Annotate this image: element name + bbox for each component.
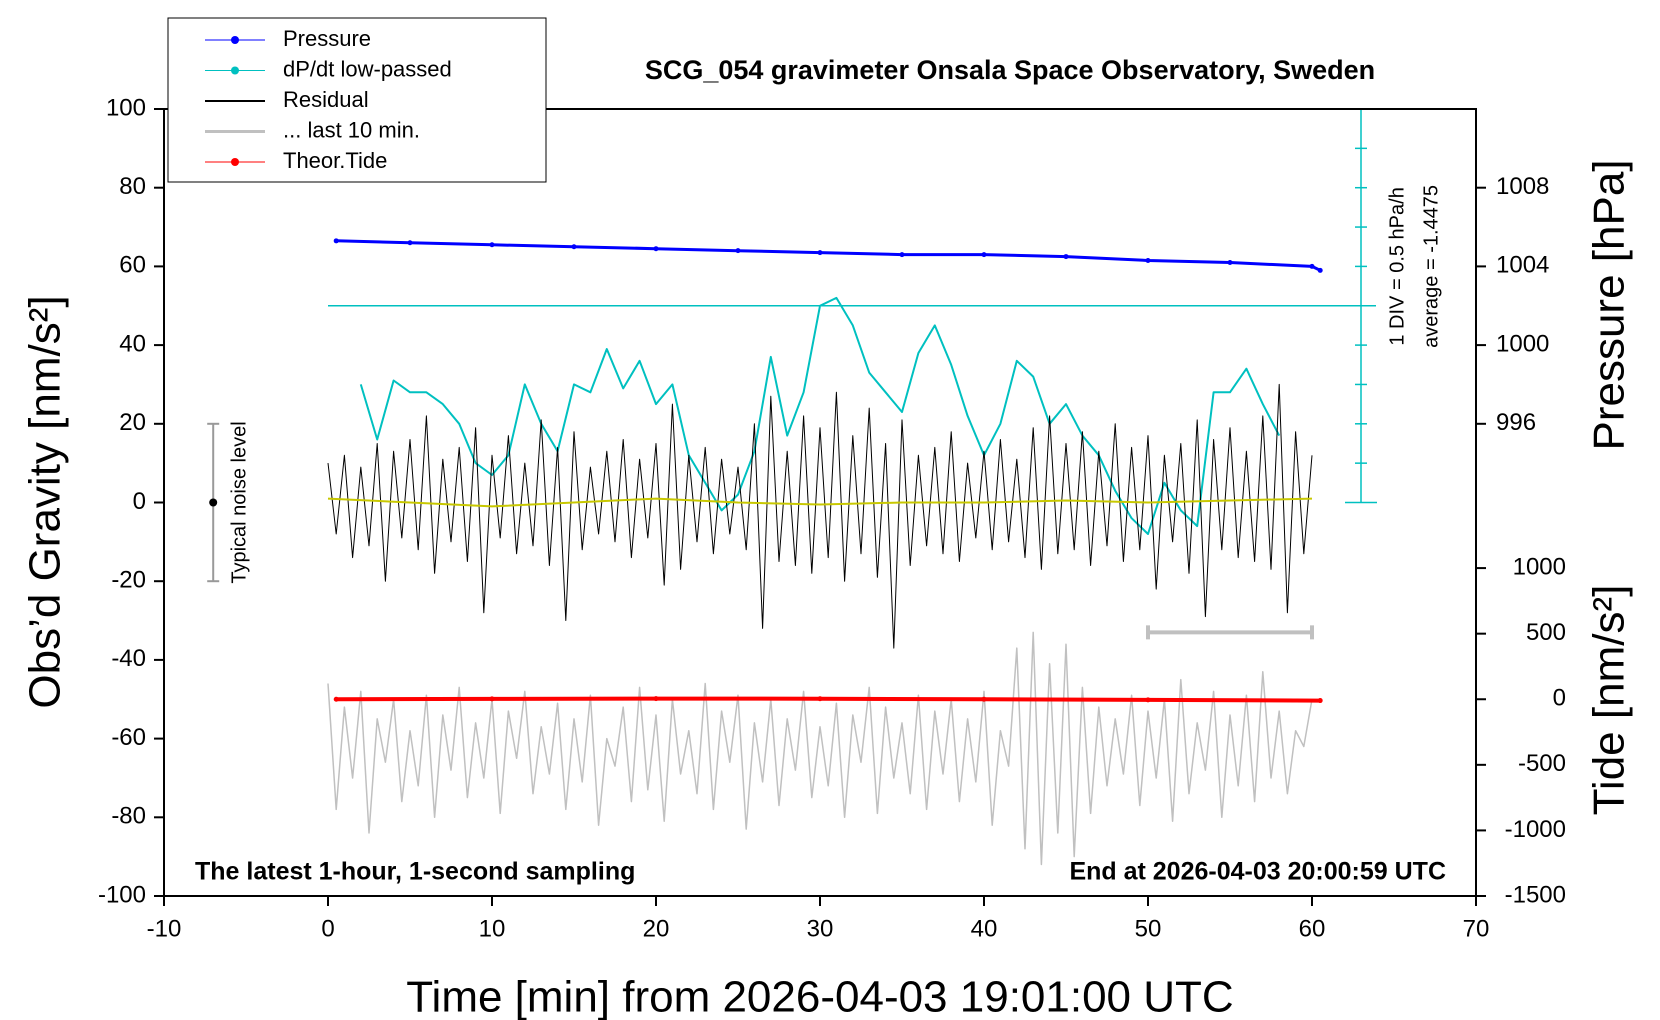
y-tick-label: 20 bbox=[119, 409, 146, 436]
series-marker bbox=[1145, 257, 1151, 263]
series-marker bbox=[817, 696, 823, 702]
pressure-tick-label: 996 bbox=[1496, 409, 1536, 436]
tide-tick-label: -1000 bbox=[1505, 816, 1566, 843]
y-tick-label: 80 bbox=[119, 173, 146, 200]
legend-marker bbox=[231, 66, 239, 75]
y-tick-label: -20 bbox=[111, 567, 146, 594]
series-marker bbox=[1227, 259, 1233, 265]
pressure-tick-label: 1004 bbox=[1496, 252, 1549, 279]
legend-label: ... last 10 min. bbox=[283, 117, 420, 142]
series-marker bbox=[489, 242, 495, 248]
chart-title: SCG_054 gravimeter Onsala Space Observat… bbox=[645, 55, 1375, 85]
series-marker bbox=[407, 240, 413, 246]
series-line bbox=[336, 239, 1321, 272]
x-tick-label: 40 bbox=[971, 915, 998, 942]
series-marker bbox=[653, 696, 659, 702]
series-marker bbox=[981, 696, 987, 702]
tide-tick-label: 500 bbox=[1526, 619, 1566, 646]
y-axis-label: Obs’d Gravity [nm/s²] bbox=[21, 295, 70, 708]
note: End at 2026-04-03 20:00:59 UTC bbox=[1069, 858, 1446, 886]
y-tick-label: 100 bbox=[106, 94, 146, 121]
noise-center bbox=[209, 498, 218, 507]
plot-area bbox=[327, 108, 1377, 866]
x-tick-label: 20 bbox=[643, 915, 670, 942]
legend-label: Theor.Tide bbox=[283, 148, 387, 173]
tide-axis-label: Tide [nm/s²] bbox=[1585, 585, 1634, 816]
x-tick-label: 70 bbox=[1463, 915, 1490, 942]
legend-label: dP/dt low-passed bbox=[283, 56, 452, 81]
tide-tick-label: -1500 bbox=[1505, 881, 1566, 908]
y-tick-label: -40 bbox=[111, 645, 146, 672]
note: The latest 1-hour, 1-second sampling bbox=[195, 858, 635, 886]
y-tick-label: -100 bbox=[98, 881, 146, 908]
legend-label: Residual bbox=[283, 87, 369, 112]
series-marker bbox=[1309, 263, 1315, 269]
legend-marker bbox=[231, 158, 239, 166]
pressure-axis-label: Pressure [hPa] bbox=[1585, 159, 1634, 450]
y-tick-label: -60 bbox=[111, 724, 146, 751]
legend: Pressure dP/dt low-passed Residual ... last… bbox=[167, 17, 547, 183]
tide-tick-label: 1000 bbox=[1513, 553, 1566, 580]
pressure-tick-label: 1000 bbox=[1496, 330, 1549, 357]
x-tick-label: 60 bbox=[1299, 915, 1326, 942]
series-line bbox=[359, 296, 1281, 535]
series-marker bbox=[571, 244, 577, 250]
series-marker bbox=[817, 250, 823, 256]
tide-tick-label: -500 bbox=[1518, 750, 1566, 777]
y-tick-label: 0 bbox=[133, 488, 146, 515]
x-tick-label: -10 bbox=[147, 915, 182, 942]
x-axis-label: Time [min] from 2026-04-03 19:01:00 UTC bbox=[406, 973, 1233, 1020]
x-tick-label: 0 bbox=[321, 915, 334, 942]
x-tick-label: 50 bbox=[1135, 915, 1162, 942]
series-line bbox=[327, 497, 1313, 508]
pressure-tick-label: 1008 bbox=[1496, 173, 1549, 200]
series-marker bbox=[489, 696, 495, 702]
series-marker bbox=[735, 248, 741, 254]
x-tick-label: 30 bbox=[807, 915, 834, 942]
dpdt-scale-label: 1 DIV = 0.5 hPa/h bbox=[1386, 187, 1408, 345]
series-marker bbox=[653, 246, 659, 252]
series-marker bbox=[1063, 254, 1069, 260]
noise-label: Typical noise level bbox=[228, 421, 250, 583]
y-tick-label: -80 bbox=[111, 803, 146, 830]
series-marker bbox=[1145, 697, 1151, 703]
series-marker bbox=[1317, 267, 1323, 273]
series-marker bbox=[333, 696, 339, 702]
legend-label: Pressure bbox=[283, 26, 371, 51]
y-tick-label: 40 bbox=[119, 330, 146, 357]
series-line bbox=[327, 383, 1313, 649]
dpdt-average-label: average = -1.4475 bbox=[1420, 185, 1442, 348]
series-marker bbox=[981, 252, 987, 258]
legend-marker bbox=[231, 36, 239, 44]
y-tick-label: 60 bbox=[119, 252, 146, 279]
x-tick-label: 10 bbox=[479, 915, 506, 942]
series-marker bbox=[1317, 698, 1323, 704]
series-marker bbox=[899, 252, 905, 258]
series-line bbox=[336, 696, 1321, 703]
series-marker bbox=[333, 238, 339, 244]
tide-tick-label: 0 bbox=[1553, 685, 1566, 712]
